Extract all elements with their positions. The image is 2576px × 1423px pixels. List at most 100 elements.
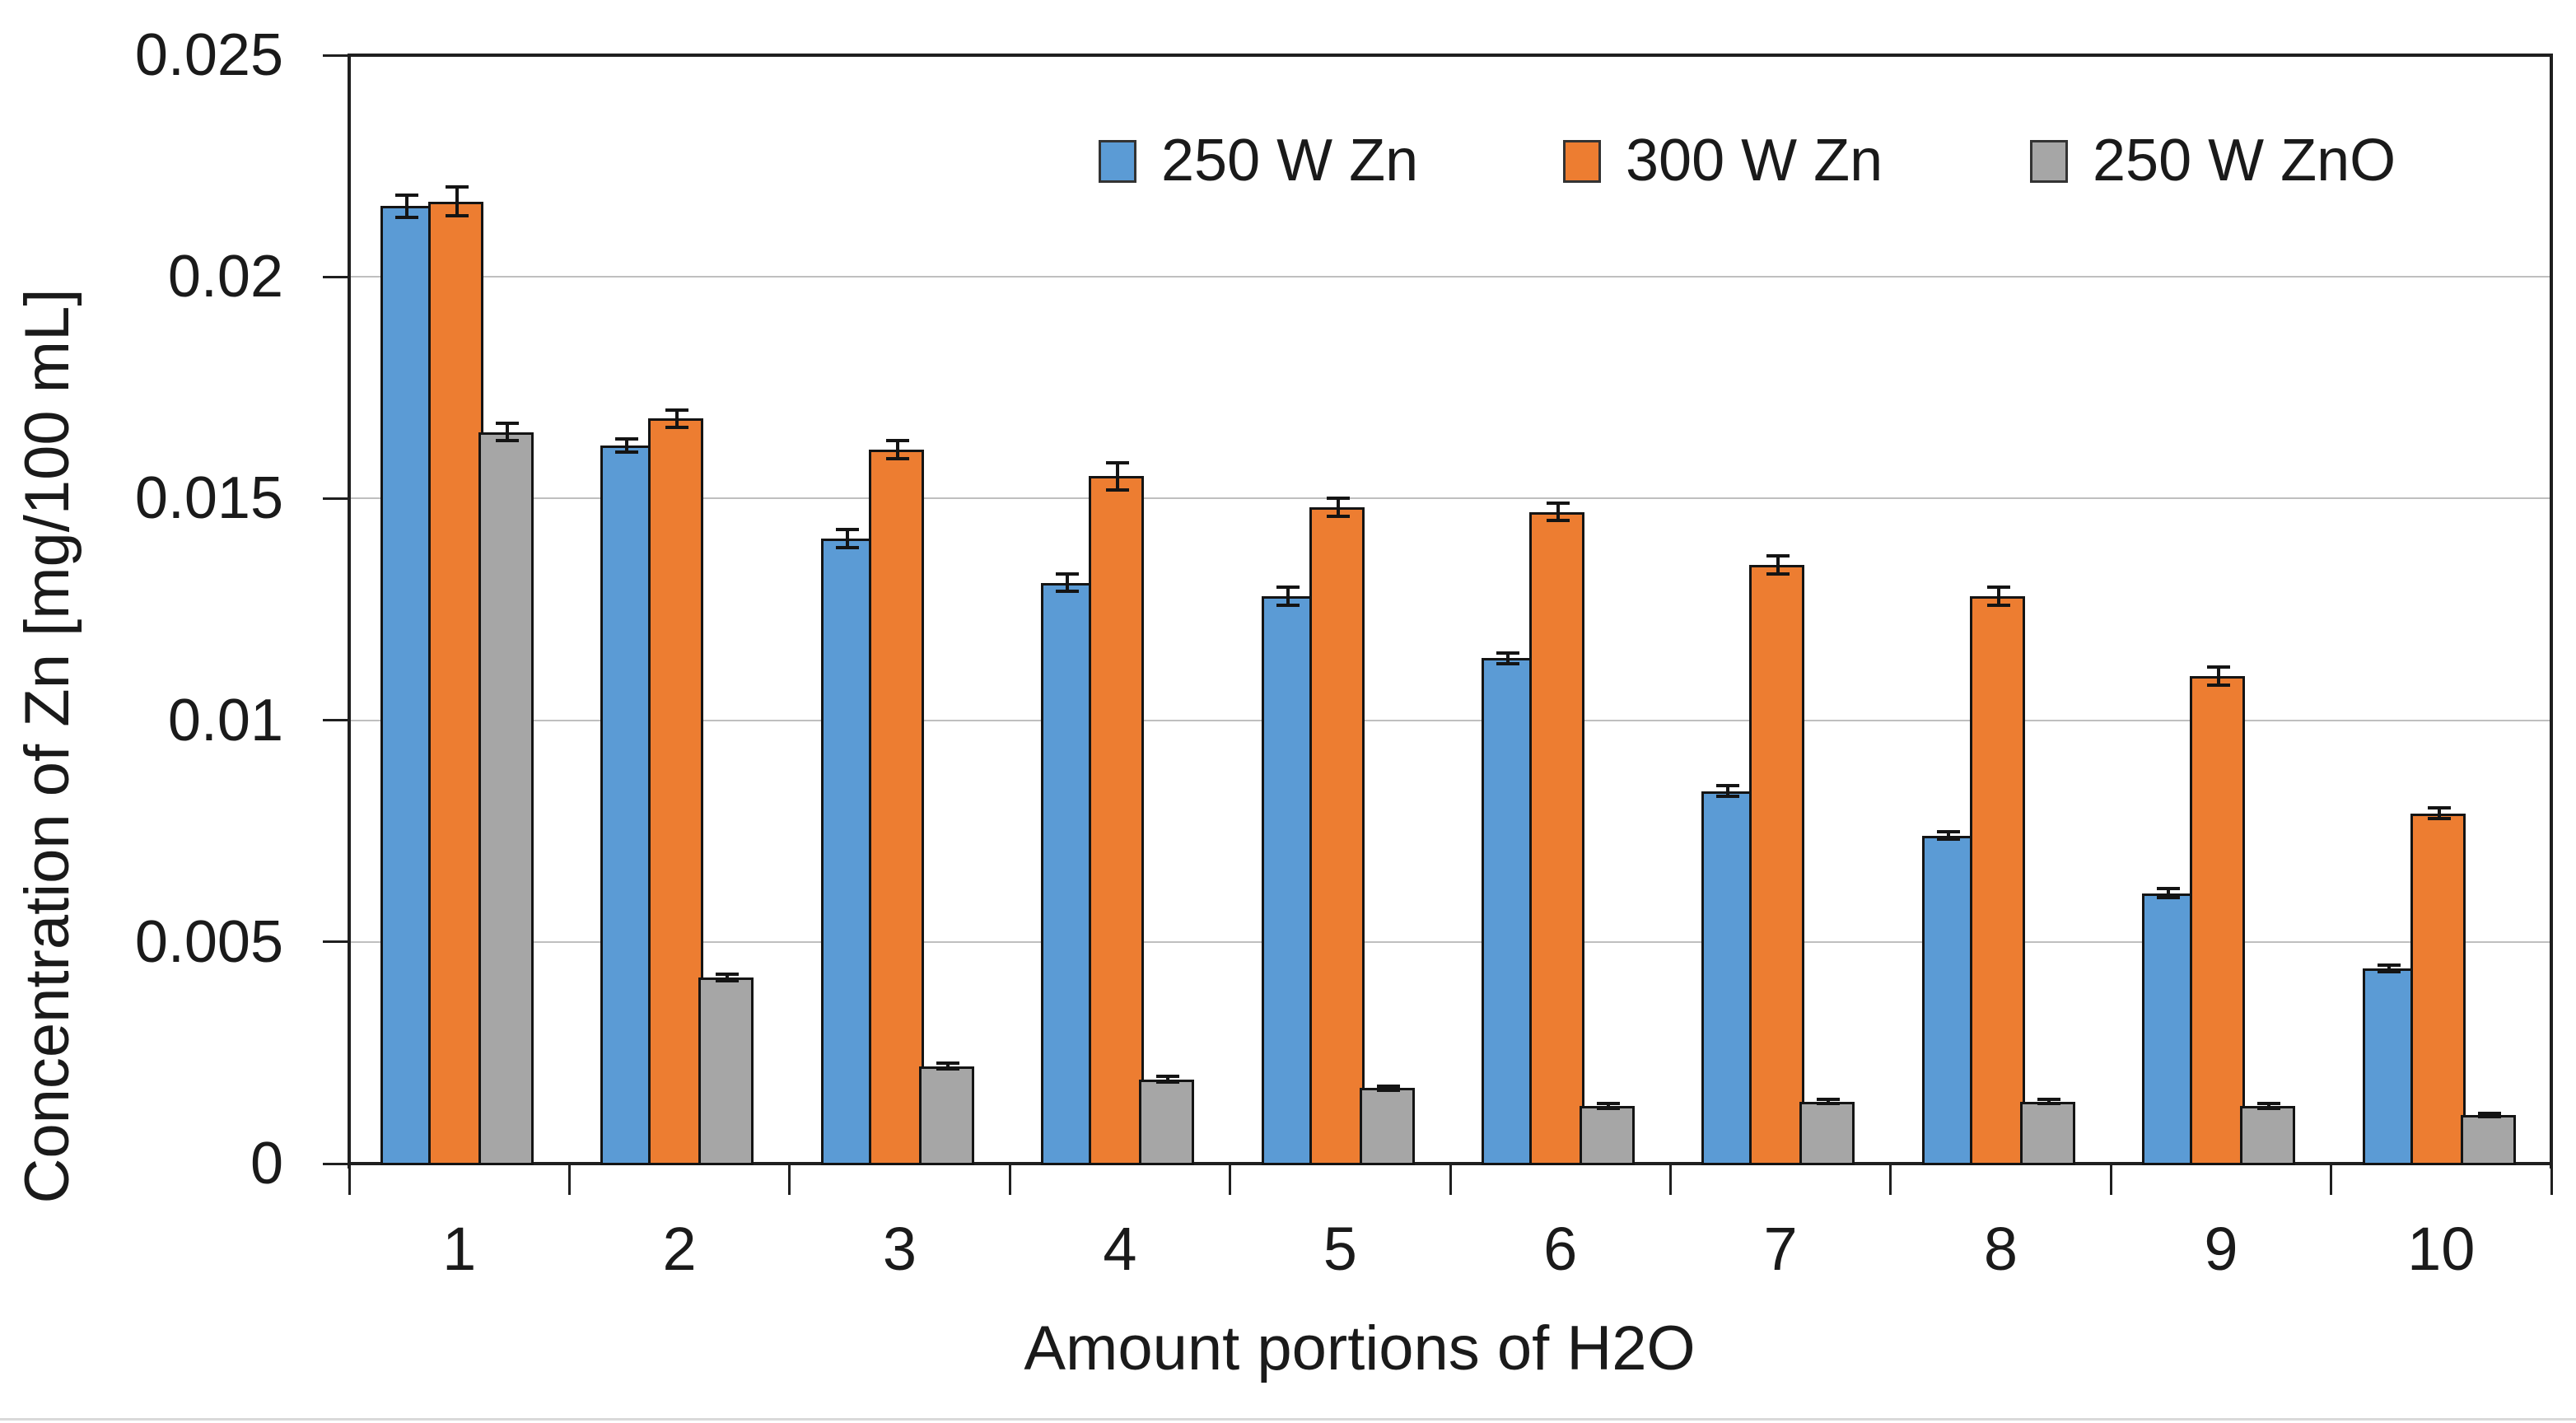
error-bar-cap-bottom (1376, 1089, 1400, 1093)
page-bottom-edge (0, 1418, 2576, 1421)
y-axis-tick (323, 940, 348, 944)
error-bar-cap-bottom (1986, 603, 2010, 607)
x-tick-label: 9 (2204, 1215, 2238, 1283)
bar-250-w-zn-cat5 (1261, 595, 1314, 1165)
error-bar-line (1726, 786, 1730, 797)
legend-swatch (1099, 140, 1136, 183)
error-bar-cap-bottom (1936, 837, 1960, 841)
bar-250-w-zno-cat5 (1359, 1088, 1415, 1165)
error-bar-cap-bottom (1326, 514, 1350, 518)
bar-250-w-zno-cat6 (1580, 1106, 1635, 1165)
error-bar-cap-bottom (2257, 1107, 2281, 1111)
x-axis-tick (1449, 1165, 1452, 1195)
error-bar-cap-bottom (1496, 661, 1519, 665)
bar-300-w-zn-cat9 (2190, 675, 2246, 1165)
error-bar-cap-top (496, 421, 519, 425)
gridline (349, 719, 2551, 721)
error-bar-cap-top (1056, 572, 1080, 576)
y-axis-tick (323, 719, 348, 722)
x-tick-label: 3 (882, 1215, 917, 1283)
error-bar-cap-bottom (1106, 488, 1130, 492)
error-bar-cap-bottom (2477, 1114, 2501, 1118)
error-bar-cap-bottom (395, 215, 418, 219)
bar-250-w-zn-cat9 (2142, 893, 2196, 1165)
bar-250-w-zno-cat8 (2019, 1101, 2075, 1165)
error-bar-line (726, 973, 730, 982)
bar-300-w-zn-cat3 (868, 450, 924, 1165)
error-bar-cap-bottom (615, 450, 639, 454)
bar-250-w-zn-cat4 (1041, 582, 1094, 1165)
y-axis-tick (323, 275, 348, 278)
error-bar-line (625, 438, 629, 452)
error-bar-line (2487, 1113, 2491, 1117)
gridline (349, 276, 2551, 278)
error-bar-cap-top (1547, 501, 1570, 505)
error-bar-cap-bottom (1597, 1106, 1620, 1110)
gridline (349, 497, 2551, 500)
error-bar-cap-top (395, 193, 418, 197)
error-bar-line (675, 409, 679, 428)
error-bar-cap-bottom (1547, 519, 1570, 523)
error-bar-cap-top (716, 972, 740, 976)
x-axis-tick (1889, 1165, 1892, 1195)
error-bar-line (2267, 1103, 2271, 1109)
error-bar-cap-top (2257, 1101, 2281, 1105)
bar-250-w-zn-cat7 (1701, 791, 1755, 1165)
error-bar-line (1506, 652, 1510, 664)
error-bar-line (2046, 1099, 2051, 1103)
error-bar-line (1336, 498, 1340, 516)
error-bar-cap-top (1766, 554, 1790, 558)
bar-250-w-zn-cat6 (1482, 658, 1534, 1165)
error-bar-cap-top (665, 408, 689, 412)
x-axis-title: Amount portions of H2O (1024, 1313, 1696, 1383)
y-tick-label: 0.025 (134, 22, 283, 88)
error-bar-line (1776, 556, 1780, 574)
x-axis-tick (2550, 1165, 2553, 1195)
x-tick-label: 4 (1103, 1215, 1137, 1283)
y-axis-line (348, 54, 351, 1169)
error-bar-cap-top (1376, 1084, 1400, 1088)
error-bar-line (1066, 573, 1070, 592)
plot-border-right (2550, 54, 2553, 1169)
x-tick-label: 8 (1983, 1215, 2018, 1283)
bar-300-w-zn-cat7 (1749, 565, 1805, 1165)
legend-swatch (2030, 140, 2068, 183)
error-bar-line (2387, 964, 2391, 973)
bar-300-w-zn-cat4 (1089, 476, 1145, 1165)
error-bar-line (1827, 1099, 1831, 1104)
error-bar-line (1996, 587, 2000, 605)
y-tick-label: 0.015 (134, 465, 283, 532)
x-tick-label: 2 (662, 1215, 697, 1283)
error-bar-cap-top (1276, 586, 1300, 590)
error-bar-cap-top (2477, 1111, 2501, 1115)
error-bar-cap-top (1716, 784, 1740, 788)
error-bar-line (1116, 463, 1120, 490)
x-tick-label: 5 (1323, 1215, 1357, 1283)
legend-swatch (1563, 140, 1601, 183)
x-tick-label: 10 (2407, 1215, 2476, 1283)
x-axis-tick (348, 1165, 351, 1195)
error-bar-cap-top (1597, 1102, 1620, 1106)
x-axis-tick (2109, 1165, 2112, 1195)
error-bar-line (2217, 666, 2221, 685)
x-tick-label: 7 (1763, 1215, 1798, 1283)
error-bar-cap-bottom (446, 213, 469, 217)
error-bar-line (1946, 832, 1950, 839)
error-bar-line (2437, 808, 2441, 819)
gridline (349, 940, 2551, 943)
error-bar-cap-bottom (1817, 1102, 1841, 1106)
error-bar-cap-bottom (665, 426, 689, 430)
error-bar-cap-top (2157, 887, 2181, 891)
error-bar-line (1607, 1103, 1610, 1108)
error-bar-cap-bottom (2157, 895, 2181, 899)
x-axis-tick (1229, 1165, 1232, 1195)
bar-250-w-zn-cat1 (380, 206, 433, 1165)
x-tick-label: 1 (442, 1215, 477, 1283)
error-bar-line (2167, 889, 2171, 898)
x-tick-label: 6 (1543, 1215, 1578, 1283)
x-axis-tick (2330, 1165, 2333, 1195)
x-axis-line (348, 1162, 2553, 1165)
error-bar-cap-top (2377, 963, 2401, 967)
x-axis-tick (1008, 1165, 1011, 1195)
